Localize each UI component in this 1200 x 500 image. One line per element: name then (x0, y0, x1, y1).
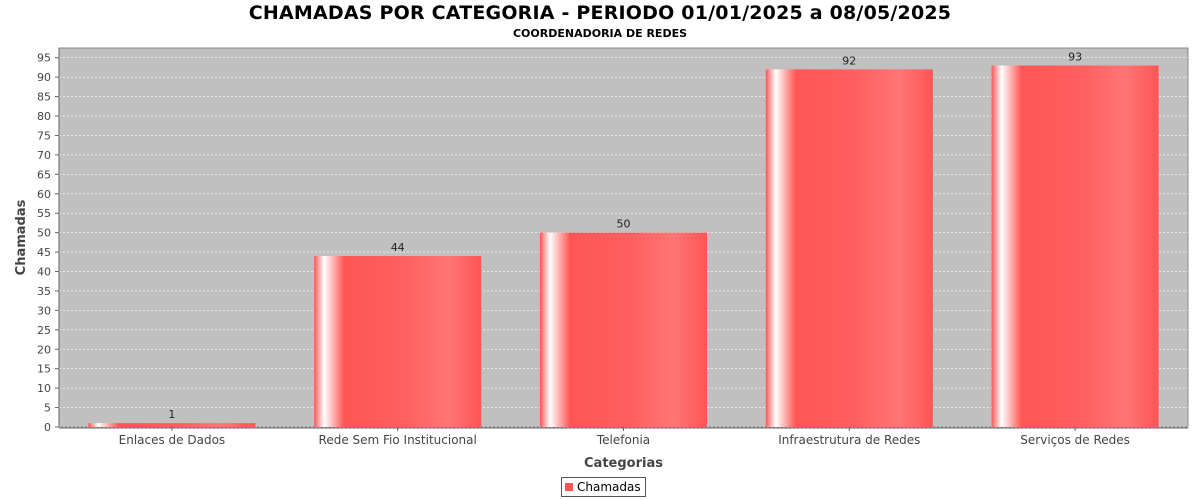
legend: Chamadas (561, 477, 646, 497)
bar-value-label-2: 50 (617, 218, 631, 231)
bar-4 (991, 65, 1159, 427)
x-tick-label-2: Telefonia (596, 433, 650, 447)
y-tick-label-50: 50 (37, 227, 51, 240)
y-tick-label-25: 25 (37, 324, 51, 337)
x-tick-label-4: Serviços de Redes (1020, 433, 1130, 447)
y-tick-label-5: 5 (44, 402, 51, 415)
y-tick-label-70: 70 (37, 149, 51, 162)
bar-value-label-1: 44 (391, 241, 405, 254)
y-tick-label-15: 15 (37, 363, 51, 376)
y-tick-label-60: 60 (37, 188, 51, 201)
x-axis-label: Categorias (584, 456, 663, 471)
chart-subtitle: COORDENADORIA DE REDES (512, 27, 688, 40)
y-tick-label-10: 10 (37, 382, 51, 395)
y-tick-label-45: 45 (37, 246, 51, 259)
bar-value-label-4: 93 (1068, 50, 1082, 63)
y-axis-label: Chamadas (14, 199, 29, 275)
bar-3 (765, 69, 933, 427)
y-tick-label-40: 40 (37, 266, 51, 279)
bar-0 (88, 423, 256, 427)
legend-label: Chamadas (577, 480, 641, 494)
chart-title: CHAMADAS POR CATEGORIA - PERIODO 01/01/2… (248, 2, 952, 24)
y-tick-label-75: 75 (37, 129, 51, 142)
bar-value-label-3: 92 (842, 54, 856, 67)
x-tick-label-0: Enlaces de Dados (119, 433, 226, 447)
y-tick-label-80: 80 (37, 110, 51, 123)
bar-value-label-0: 1 (168, 408, 175, 421)
y-tick-label-65: 65 (37, 168, 51, 181)
y-tick-label-90: 90 (37, 71, 51, 84)
x-tick-label-3: Infraestrutura de Redes (778, 433, 920, 447)
y-tick-label-55: 55 (37, 207, 51, 220)
y-tick-label-95: 95 (37, 52, 51, 65)
legend-swatch (565, 483, 573, 491)
axes: 0 5 10 15 20 25 30 35 40 45 50 55 60 65 70 75 80 85 90 95 En… (37, 48, 1188, 447)
bars: 1 44 50 92 93 (88, 50, 1159, 427)
y-tick-label-35: 35 (37, 285, 51, 298)
y-tick-label-20: 20 (37, 343, 51, 356)
x-tick-label-1: Rede Sem Fio Institucional (319, 433, 477, 447)
bar-1 (314, 255, 482, 427)
y-tick-label-85: 85 (37, 91, 51, 104)
bar-2 (539, 232, 708, 427)
y-tick-label-0: 0 (44, 421, 51, 434)
y-tick-label-30: 30 (37, 304, 51, 317)
